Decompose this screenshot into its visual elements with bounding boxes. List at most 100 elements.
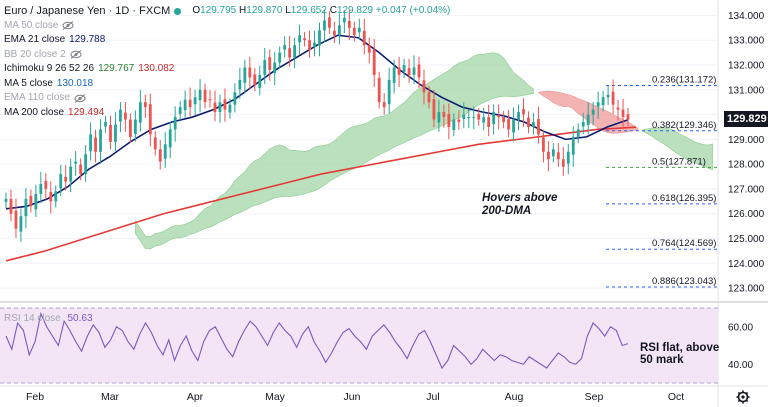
candle-body — [333, 30, 336, 36]
fib-level-label: 0.886(123.043) — [652, 276, 716, 287]
candle-body — [586, 114, 590, 125]
candle-body — [611, 91, 615, 105]
price-tick-label: 123.000 — [728, 284, 765, 295]
price-tick-label: 131.000 — [728, 85, 765, 96]
candle-body — [537, 119, 540, 135]
candle-body — [532, 122, 535, 127]
candle-body — [362, 30, 366, 46]
indicator-row[interactable]: EMA 110 close — [4, 91, 450, 106]
candle-body — [99, 129, 102, 152]
fibonacci-levels[interactable]: 0.236(131.172) 0.382(129.346) 0.5(127.871)… — [606, 75, 718, 288]
ohlc-open-label: O — [192, 5, 201, 16]
indicator-label: EMA 21 close — [4, 34, 66, 45]
rsi-pane[interactable]: 40.00 60.00 — [0, 307, 753, 384]
candle-body — [29, 195, 33, 207]
price-tick-label: 134.000 — [728, 11, 765, 22]
candle-body — [377, 77, 381, 103]
candle-body — [173, 117, 177, 130]
ohlc-change: +0.047 (+0.04%) — [375, 5, 451, 16]
candle-body — [328, 17, 331, 28]
indicator-row[interactable]: MA 5 close 130.018 — [4, 77, 450, 92]
candle-body — [477, 114, 481, 120]
rsi-legend[interactable]: RSI 14 close 50.63 — [4, 313, 93, 324]
ema21-polyline — [5, 34, 629, 210]
candle-body — [14, 210, 18, 229]
gear-tooth — [737, 391, 741, 395]
time-tick-label: Jul — [426, 391, 439, 403]
candle-body — [218, 102, 222, 113]
candle-body — [546, 151, 550, 160]
symbol-title[interactable]: Euro / Japanese Yen · 1D · FXCM — [4, 5, 171, 17]
ohlc-low-label: L — [285, 5, 291, 16]
candle-body — [109, 124, 112, 142]
candle-body — [104, 122, 107, 127]
time-tick-label: May — [265, 391, 286, 403]
fib-level-label: 0.764(124.569) — [652, 238, 716, 249]
indicator-row[interactable]: MA 200 close 129.494 — [4, 106, 450, 121]
gear-tooth — [745, 399, 749, 403]
candle-body — [367, 45, 371, 53]
fib-level-label: 0.618(126.395) — [652, 193, 716, 204]
candle-body — [457, 119, 461, 123]
candle-body — [59, 174, 63, 189]
ema21-line — [5, 34, 629, 210]
candle-body — [273, 62, 277, 73]
candle-body — [407, 67, 411, 75]
price-tick-label: 132.000 — [728, 61, 765, 72]
candle-body — [228, 104, 232, 113]
indicator-row[interactable]: EMA 21 close 129.788 — [4, 33, 450, 48]
candle-body — [551, 149, 555, 157]
candle-body — [527, 117, 530, 127]
price-tick-label: 126.000 — [728, 209, 765, 220]
candlestick-series — [4, 9, 630, 243]
candle-body — [606, 94, 610, 98]
fib-level-label: 0.5(127.871) — [652, 156, 706, 167]
indicator-value: 129.767 — [98, 63, 135, 74]
candle-body — [258, 74, 262, 88]
candle-body — [183, 99, 187, 111]
candle-body — [571, 136, 575, 155]
candle-body — [447, 114, 451, 127]
candle-body — [223, 99, 227, 110]
candle-body — [308, 40, 311, 51]
rsi-polyline — [5, 311, 629, 370]
candle-body — [79, 164, 83, 175]
candle-body — [437, 112, 441, 123]
candle-body — [124, 112, 127, 120]
hidden-eye-icon[interactable] — [74, 93, 86, 103]
candle-body — [143, 102, 147, 108]
indicator-value: 130.018 — [56, 77, 94, 89]
candle-body — [233, 92, 237, 105]
gear-tooth — [745, 391, 749, 395]
indicator-row[interactable]: Ichimoku 9 26 52 26 129.767 130.082 — [4, 62, 450, 77]
annotation-rsi-text: 50 mark — [640, 354, 684, 366]
hidden-eye-icon[interactable] — [70, 50, 82, 60]
candle-body — [522, 109, 525, 115]
candle-body — [397, 67, 401, 75]
symbol-row: Euro / Japanese Yen · 1D · FXCM O129.795… — [4, 4, 450, 19]
candle-body — [64, 177, 68, 182]
rsi-label: RSI 14 close — [4, 313, 61, 324]
indicator-row[interactable]: MA 50 close — [4, 19, 450, 34]
candle-body — [596, 102, 600, 107]
settings-gear-icon[interactable] — [736, 390, 750, 404]
candle-body — [119, 109, 122, 122]
candle-body — [487, 117, 491, 127]
indicator-row[interactable]: BB 20 close 2 — [4, 48, 450, 63]
time-tick-label: Sep — [585, 391, 604, 403]
hidden-eye-icon[interactable] — [62, 21, 74, 31]
indicator-value: 129.788 — [69, 34, 106, 45]
candle-body — [243, 67, 247, 83]
fib-level-label: 0.236(131.172) — [652, 75, 716, 86]
time-axis[interactable]: Feb Mar Apr May Jun Jul Aug Sep Oct — [0, 385, 768, 403]
candle-body — [372, 49, 376, 75]
rsi-tick-label: 60.00 — [728, 322, 753, 333]
indicator-label: MA 50 close — [4, 19, 59, 31]
indicator-label: EMA 110 close — [4, 92, 70, 103]
candle-body — [178, 107, 182, 115]
candle-body — [313, 42, 316, 48]
candle-body — [512, 119, 515, 133]
time-tick-label: Oct — [668, 391, 684, 403]
